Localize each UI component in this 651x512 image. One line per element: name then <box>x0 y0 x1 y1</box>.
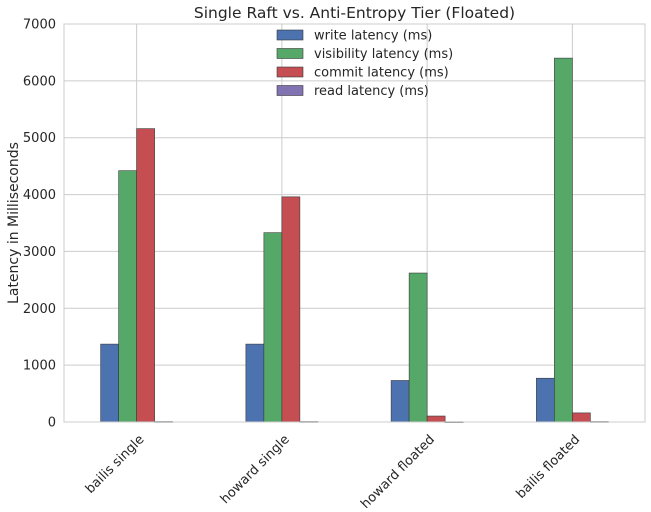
legend-swatch <box>276 29 304 41</box>
y-tick-label: 4000 <box>23 188 56 203</box>
bar <box>408 272 428 423</box>
legend-swatch <box>276 48 304 59</box>
y-axis-label: Latency in Milliseconds <box>6 142 22 304</box>
bar <box>572 412 591 423</box>
y-tick-label: 3000 <box>23 245 56 260</box>
legend-swatch <box>276 85 304 96</box>
legend-swatch <box>276 66 304 78</box>
legend: write latency (ms) visibility latency (ms… <box>276 29 453 99</box>
y-tick-label: 1000 <box>23 359 56 374</box>
bar <box>136 128 155 423</box>
y-tick-label: 0 <box>48 416 56 431</box>
bar <box>426 415 446 423</box>
bar <box>281 196 301 423</box>
legend-label: visibility latency (ms) <box>314 47 453 62</box>
x-ticks: bailis single howard single howard floated… <box>83 432 584 512</box>
bar <box>263 232 283 423</box>
bar <box>554 57 573 423</box>
y-tick-label: 2000 <box>23 302 56 317</box>
legend-label: commit latency (ms) <box>314 66 449 81</box>
x-tick-label: bailis single <box>83 432 148 497</box>
y-tick-label: 6000 <box>23 74 56 89</box>
y-tick-label: 5000 <box>23 131 56 146</box>
y-ticks: 0 1000 2000 3000 4000 5000 6000 7000 <box>23 18 56 431</box>
bar <box>245 343 265 423</box>
plot-frame <box>63 23 646 423</box>
x-tick-label: howard floated <box>358 432 438 508</box>
y-tick-label: 7000 <box>23 18 56 33</box>
bars <box>100 57 609 423</box>
bar <box>390 380 410 423</box>
bar <box>536 377 555 423</box>
x-tick-label: bailis floated <box>514 432 584 502</box>
chart-title: Single Raft vs. Anti-Entropy Tier (Float… <box>194 4 515 22</box>
bar <box>100 343 119 423</box>
x-tick-label: howard single <box>218 432 293 507</box>
legend-label: read latency (ms) <box>314 84 429 99</box>
bar <box>118 170 137 423</box>
legend-label: write latency (ms) <box>314 29 432 44</box>
